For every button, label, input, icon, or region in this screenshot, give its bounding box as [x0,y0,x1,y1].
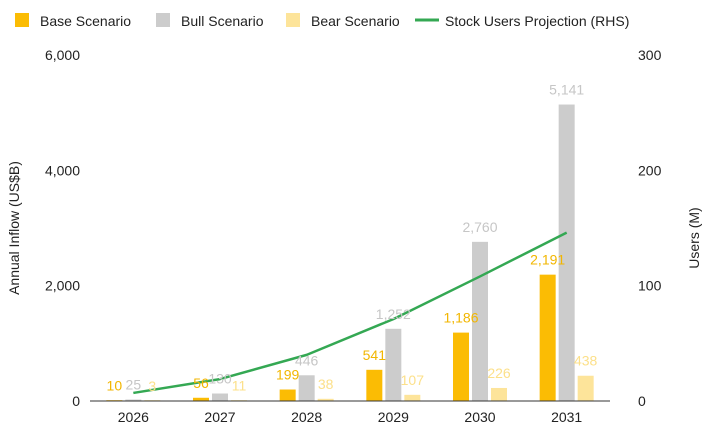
y-right-tick-100: 100 [638,278,662,294]
bar-bull-scenario-2027 [212,393,228,401]
bar-bear-scenario-2031 [577,375,594,401]
bar-bull-scenario-2031 [558,104,575,401]
data-label-base-scenario-2031: 2,191 [530,252,565,268]
bar-bull-scenario-2030 [472,241,488,401]
y-left-tick-4000: 4,000 [45,162,80,178]
data-label-bear-scenario-2026: 3 [148,378,156,394]
bar-bear-scenario-2028 [317,398,334,401]
legend-swatch-bull-scenario [156,13,170,27]
y-right-tick-0: 0 [638,393,646,409]
data-label-bull-scenario-2031: 5,141 [549,82,584,98]
legend-swatch-bear-scenario [286,13,300,27]
bar-bull-scenario-2026 [125,399,142,401]
data-label-bull-scenario-2029: 1,252 [376,306,411,322]
y-axis-left-title: Annual Inflow (US$B) [6,161,22,295]
data-label-bear-scenario-2027: 11 [232,377,247,393]
bar-bull-scenario-2029 [385,328,402,401]
x-tick-2028: 2028 [291,409,322,425]
legend-label-bull-scenario: Bull Scenario [181,13,264,29]
data-label-base-scenario-2027: 56 [193,375,209,391]
data-label-base-scenario-2030: 1,186 [443,310,478,326]
bar-base-scenario-2031 [539,274,556,401]
data-labels: 10 56 199 541 1,186 2,191 25 130 446 1,252 2,760 5,… [107,82,598,394]
x-tick-2029: 2029 [378,409,409,425]
data-label-bear-scenario-2028: 38 [318,376,334,392]
x-tick-2030: 2030 [464,409,495,425]
x-ticks: 2026 2027 2028 2029 2030 2031 [118,409,583,425]
legend-label-bear-scenario: Bear Scenario [311,13,400,29]
bars [106,104,594,401]
y-ticks-right: 0 100 200 300 [638,47,662,409]
data-label-bull-scenario-2027: 130 [208,371,232,387]
line-stock-users-projection-rhs [133,231,568,395]
y-right-tick-200: 200 [638,162,662,178]
data-label-bull-scenario-2030: 2,760 [462,219,497,235]
data-label-bull-scenario-2028: 446 [295,352,319,368]
data-label-bear-scenario-2030: 226 [487,365,511,381]
bar-base-scenario-2030 [453,332,469,401]
data-label-bull-scenario-2026: 25 [126,377,142,393]
data-label-base-scenario-2026: 10 [107,377,123,393]
x-tick-2026: 2026 [118,409,149,425]
bar-base-scenario-2027 [193,397,209,401]
x-tick-2031: 2031 [551,409,582,425]
y-axis-right-title: Users (M) [686,207,702,268]
x-tick-2027: 2027 [204,409,235,425]
y-right-tick-300: 300 [638,47,662,63]
bar-bear-scenario-2030 [491,387,507,401]
y-ticks-left: 0 2,000 4,000 6,000 [45,47,80,409]
legend-label-base-scenario: Base Scenario [40,13,131,29]
bar-bear-scenario-2029 [404,394,421,401]
data-label-base-scenario-2029: 541 [363,347,387,363]
bar-base-scenario-2028 [279,389,296,401]
bar-bull-scenario-2028 [298,375,315,401]
legend-label-stock-users-projection-rhs: Stock Users Projection (RHS) [445,13,629,29]
y-left-tick-6000: 6,000 [45,47,80,63]
legend: Base Scenario Bull Scenario Bear Scenario S… [15,13,629,29]
y-left-tick-0: 0 [72,393,80,409]
legend-swatch-base-scenario [15,13,29,27]
line-layer [133,231,568,395]
data-label-bear-scenario-2031: 438 [574,353,598,369]
bar-base-scenario-2029 [366,369,383,401]
data-label-bear-scenario-2029: 107 [401,372,425,388]
y-left-tick-2000: 2,000 [45,278,80,294]
data-label-base-scenario-2028: 199 [276,367,300,383]
